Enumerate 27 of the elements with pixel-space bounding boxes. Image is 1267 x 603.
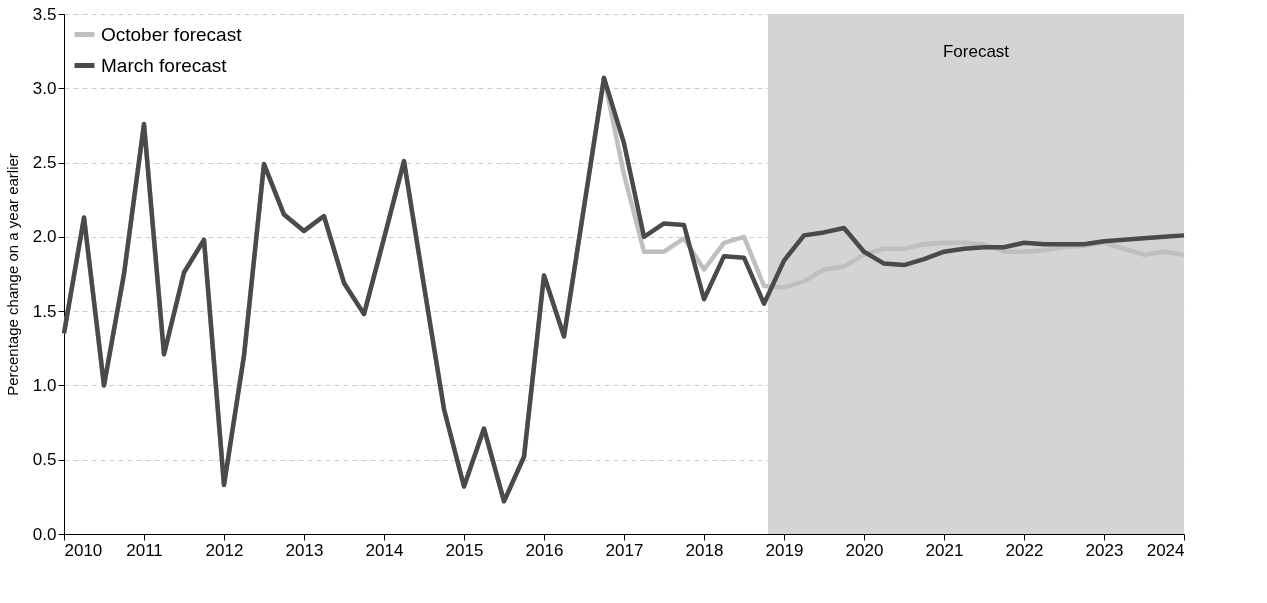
x-tick-label: 2014 bbox=[365, 540, 404, 560]
y-tick-label: 3.0 bbox=[32, 78, 57, 98]
x-tick-label: 2022 bbox=[1005, 540, 1044, 560]
y-axis-title: Percentage change on a year earlier bbox=[3, 153, 21, 396]
band-label: Forecast bbox=[942, 42, 1010, 61]
x-tick-label: 2016 bbox=[525, 540, 564, 560]
y-tick-label: 0.0 bbox=[32, 524, 57, 544]
x-tick-label: 2021 bbox=[925, 540, 964, 560]
y-tick-label: 0.5 bbox=[32, 450, 57, 470]
y-tick-label: 2.0 bbox=[32, 227, 57, 247]
x-tick-label: 2018 bbox=[685, 540, 724, 560]
x-tick-label: 2019 bbox=[765, 540, 804, 560]
x-tick-label: 2017 bbox=[605, 540, 644, 560]
x-tick-label: 2013 bbox=[285, 540, 324, 560]
y-tick-label: 1.5 bbox=[32, 301, 57, 321]
legend-label: October forecast bbox=[101, 23, 243, 45]
x-tick-label: 2012 bbox=[205, 540, 244, 560]
x-tick-label: 2024 bbox=[1146, 540, 1185, 560]
y-tick-label: 3.5 bbox=[32, 4, 57, 24]
legend-label: March forecast bbox=[101, 54, 228, 76]
y-tick-label: 1.0 bbox=[32, 375, 57, 395]
x-tick-label: 2015 bbox=[445, 540, 484, 560]
y-tick-label: 2.5 bbox=[32, 153, 57, 173]
x-tick-label: 2020 bbox=[845, 540, 884, 560]
x-tick-label: 2023 bbox=[1085, 540, 1124, 560]
x-tick-label: 2011 bbox=[126, 540, 163, 560]
x-tick-label: 2010 bbox=[64, 540, 103, 560]
